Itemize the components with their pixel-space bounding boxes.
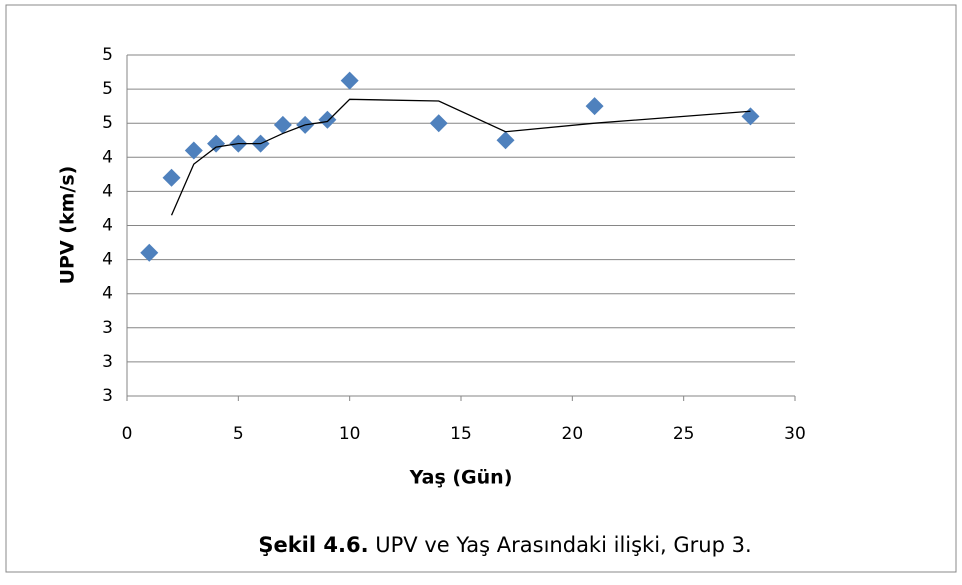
y-tick-label: 4 (102, 250, 113, 270)
frame (5, 4, 957, 573)
y-tick-label: 4 (102, 284, 113, 304)
caption-text: UPV ve Yaş Arasındaki ilişki, Grup 3. (375, 533, 751, 557)
x-tick-label: 30 (784, 424, 806, 444)
y-tick-label: 3 (102, 386, 113, 406)
y-tick-label: 4 (102, 181, 113, 201)
y-tick-label: 4 (102, 216, 113, 236)
data-point (340, 71, 359, 90)
y-axis-label: UPV (km/s) (57, 166, 79, 285)
x-tick-label: 25 (673, 424, 695, 444)
data-point (162, 168, 181, 187)
y-tick-label: 5 (102, 45, 113, 65)
data-point (496, 131, 515, 150)
y-tick-label: 3 (102, 352, 113, 372)
x-axis-label: Yaş (Gün) (409, 467, 513, 489)
y-tick-label: 4 (102, 147, 113, 167)
data-point (273, 115, 292, 134)
x-tick-label: 15 (450, 424, 472, 444)
data-point (429, 114, 448, 133)
y-tick-label: 3 (102, 318, 113, 338)
x-tick-label: 5 (233, 424, 244, 444)
data-point (184, 141, 203, 160)
trend-line (170, 98, 751, 216)
x-tick-label: 20 (562, 424, 584, 444)
caption-bold: Şekil 4.6. (258, 533, 368, 557)
data-point (140, 243, 159, 262)
data-point (318, 110, 337, 129)
x-tick-label: 0 (122, 424, 133, 444)
data-point (207, 134, 226, 153)
x-tick-label: 10 (339, 424, 361, 444)
y-tick-label: 5 (102, 79, 113, 99)
y-tick-label: 5 (102, 113, 113, 133)
caption: Şekil 4.6. UPV ve Yaş Arasındaki ilişki,… (258, 533, 751, 557)
data-point (585, 97, 604, 116)
